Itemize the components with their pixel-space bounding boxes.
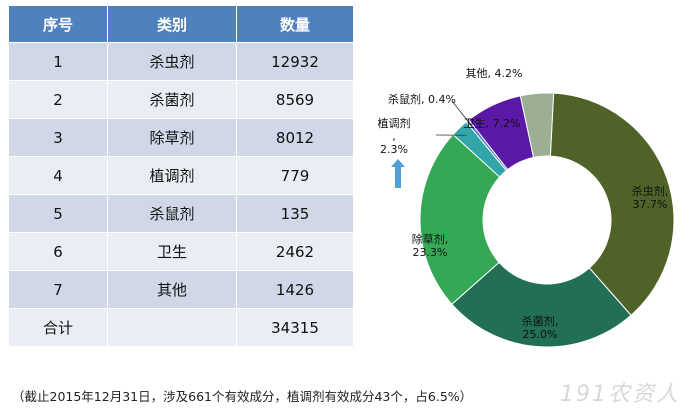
slice-label-2: 除草剂, 23.3% [412, 232, 449, 259]
table-row: 7 其他 1426 [8, 270, 354, 309]
row-category: 杀菌剂 [107, 80, 237, 119]
total-empty [107, 308, 237, 347]
row-index: 3 [8, 118, 108, 157]
row-index: 6 [8, 232, 108, 271]
row-index: 7 [8, 270, 108, 309]
row-count: 135 [236, 194, 354, 233]
row-category: 其他 [107, 270, 237, 309]
row-index: 1 [8, 42, 108, 81]
header-category: 类别 [107, 5, 237, 43]
row-count: 1426 [236, 270, 354, 309]
slice-2 [419, 133, 501, 305]
row-count: 2462 [236, 232, 354, 271]
slice-label-0: 杀虫剂, 37.7% [632, 184, 669, 211]
table-row: 6 卫生 2462 [8, 232, 354, 271]
table-row: 5 杀鼠剂 135 [8, 194, 354, 233]
slice-label-3: 植调剂, 2.3% [378, 116, 411, 156]
row-count: 8569 [236, 80, 354, 119]
total-value: 34315 [236, 308, 354, 347]
row-count: 8012 [236, 118, 354, 157]
table-row: 1 杀虫剂 12932 [8, 42, 354, 81]
row-category: 杀鼠剂 [107, 194, 237, 233]
row-category: 卫生 [107, 232, 237, 271]
row-category: 除草剂 [107, 118, 237, 157]
table-row: 2 杀菌剂 8569 [8, 80, 354, 119]
table-row: 4 植调剂 779 [8, 156, 354, 195]
leader-line-4 [451, 100, 475, 129]
header-index: 序号 [8, 5, 108, 43]
slice-label-6: 其他, 4.2% [466, 67, 523, 80]
slice-0 [549, 92, 675, 316]
row-category: 杀虫剂 [107, 42, 237, 81]
table-total-row: 合计 34315 [8, 308, 354, 347]
donut-chart: 杀虫剂, 37.7% 杀菌剂, 25.0% 除草剂, 23.3% 植调剂, 2.3% 杀鼠剂, … [378, 67, 675, 348]
pesticide-table: 序号 类别 数量 1 杀虫剂 12932 2 杀菌剂 8569 3 除草剂 80… [8, 5, 354, 347]
slice-label-1: 杀菌剂, 25.0% [522, 314, 559, 341]
slice-6 [519, 92, 555, 159]
row-index: 2 [8, 80, 108, 119]
up-arrow-icon [391, 159, 405, 188]
row-count: 779 [236, 156, 354, 195]
footnote: （截止2015年12月31日，涉及661个有效成分，植调剂有效成分43个，占6.… [12, 389, 473, 404]
row-category: 植调剂 [107, 156, 237, 195]
slice-label-4: 杀鼠剂, 0.4% [388, 92, 456, 106]
total-label: 合计 [8, 308, 108, 347]
slice-label-5: 卫生, 7.2% [464, 116, 521, 130]
table-header-row: 序号 类别 数量 [8, 5, 354, 43]
row-index: 5 [8, 194, 108, 233]
row-count: 12932 [236, 42, 354, 81]
slice-1 [451, 261, 632, 348]
row-index: 4 [8, 156, 108, 195]
watermark: 191农资人 [560, 382, 680, 407]
table-row: 3 除草剂 8012 [8, 118, 354, 157]
header-count: 数量 [236, 5, 354, 43]
